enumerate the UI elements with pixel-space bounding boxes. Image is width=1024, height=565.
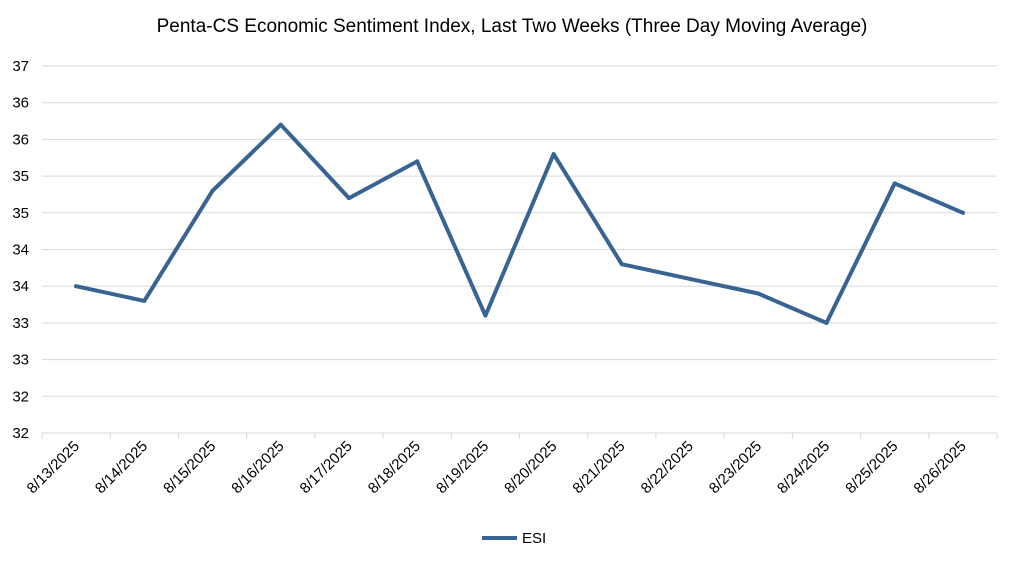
x-tick-label: 8/21/2025 — [569, 438, 628, 497]
data-point — [483, 313, 488, 318]
y-tick-label: 37 — [12, 58, 29, 75]
data-point — [210, 188, 215, 193]
x-tick-label: 8/23/2025 — [706, 438, 765, 497]
data-point — [74, 284, 79, 289]
data-point — [415, 159, 420, 164]
y-axis-ticks: 32 32 33 33 34 34 35 35 36 36 37 — [12, 58, 29, 442]
data-point — [619, 262, 624, 267]
data-point — [346, 196, 351, 201]
x-axis — [41, 432, 998, 439]
legend-label-esi: ESI — [522, 530, 546, 547]
x-tick-label: 8/14/2025 — [92, 438, 151, 497]
data-point — [824, 320, 829, 325]
x-tick-label: 8/20/2025 — [501, 438, 560, 497]
x-tick-label: 8/24/2025 — [774, 438, 833, 497]
x-tick-label: 8/13/2025 — [24, 438, 83, 497]
y-tick-label: 36 — [12, 95, 29, 112]
y-tick-label: 34 — [12, 242, 29, 259]
x-tick-label: 8/15/2025 — [160, 438, 219, 497]
data-point — [960, 210, 965, 215]
y-tick-label: 36 — [12, 131, 29, 148]
gridlines — [42, 65, 997, 434]
x-tick-label: 8/22/2025 — [638, 438, 697, 497]
y-tick-label: 33 — [12, 352, 29, 369]
y-tick-label: 35 — [12, 168, 29, 185]
x-axis-ticks: 8/13/2025 8/14/2025 8/15/2025 8/16/2025 8/17… — [24, 438, 970, 497]
x-tick-label: 8/25/2025 — [842, 438, 901, 497]
data-point — [142, 298, 147, 303]
data-point — [278, 122, 283, 127]
y-tick-label: 34 — [12, 278, 29, 295]
chart-title: Penta-CS Economic Sentiment Index, Last … — [157, 16, 868, 37]
series-group — [74, 122, 965, 325]
y-tick-label: 35 — [12, 205, 29, 222]
data-point — [892, 181, 897, 186]
data-point — [551, 152, 556, 157]
x-tick-label: 8/16/2025 — [228, 438, 287, 497]
x-tick-label: 8/19/2025 — [433, 438, 492, 497]
y-tick-label: 32 — [12, 388, 29, 405]
x-tick-label: 8/26/2025 — [911, 438, 970, 497]
y-tick-label: 32 — [12, 425, 29, 442]
y-tick-label: 33 — [12, 315, 29, 332]
x-tick-label: 8/18/2025 — [365, 438, 424, 497]
legend: ESI — [482, 530, 546, 547]
series-line-esi — [74, 122, 965, 325]
data-point — [756, 291, 761, 296]
x-tick-label: 8/17/2025 — [297, 438, 356, 497]
data-point — [688, 276, 693, 281]
